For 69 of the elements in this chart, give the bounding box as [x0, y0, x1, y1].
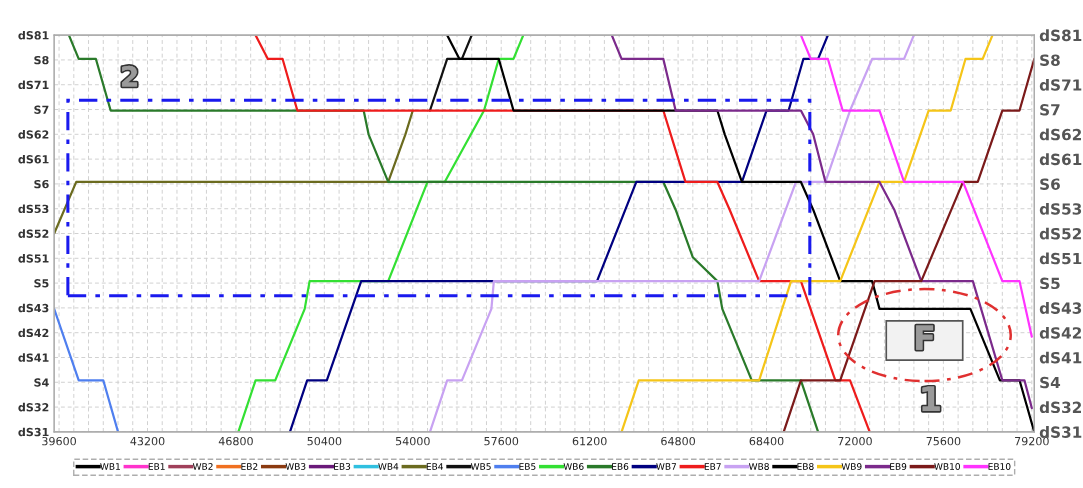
- x-tick-label: 64800: [661, 436, 696, 446]
- category-label: S8: [34, 55, 49, 65]
- category-label: S7: [34, 105, 49, 114]
- category-label: S6: [1040, 178, 1060, 190]
- category-label: dS31: [18, 427, 49, 437]
- legend-label: EB5: [519, 463, 536, 470]
- category-label: dS51: [18, 254, 49, 263]
- category-label: dS61: [18, 154, 49, 164]
- category-label: dS43: [1039, 302, 1082, 314]
- legend-label: EB7: [704, 463, 721, 470]
- x-tick-label: 68400: [749, 436, 784, 446]
- legend-label: WB2: [192, 463, 213, 470]
- annotation: 1: [922, 386, 940, 411]
- category-label: dS42: [1039, 326, 1081, 339]
- x-tick-label: 75600: [926, 436, 961, 446]
- category-label: S8: [1040, 54, 1060, 66]
- category-label: S4: [1040, 376, 1061, 389]
- annotation: F: [916, 325, 934, 350]
- x-tick-label: 39600: [42, 436, 76, 446]
- category-label: dS61: [1039, 153, 1082, 166]
- legend-label: WB4: [378, 463, 399, 470]
- legend-label: EB9: [890, 463, 907, 470]
- x-tick-label: 61200: [572, 436, 607, 446]
- category-label: dS53: [1039, 202, 1082, 215]
- x-tick-label: 43200: [130, 436, 165, 446]
- category-label: dS52: [1039, 227, 1081, 240]
- category-label: dS62: [1039, 128, 1081, 141]
- category-label: dS52: [18, 229, 49, 238]
- category-label: dS71: [1039, 78, 1082, 91]
- category-label: S7: [1040, 103, 1060, 116]
- category-label: dS81: [18, 30, 49, 40]
- legend-label: WB7: [656, 463, 677, 470]
- category-label: dS53: [18, 204, 49, 214]
- category-label: dS81: [1039, 29, 1082, 42]
- category-label: S5: [1040, 277, 1060, 290]
- category-label: S5: [34, 279, 49, 288]
- category-label: dS42: [18, 328, 49, 338]
- x-tick-label: 46800: [218, 436, 253, 446]
- legend-label: WB10: [934, 463, 960, 470]
- category-label: S6: [34, 179, 49, 189]
- legend-label: EB8: [797, 463, 814, 470]
- legend-label: EB6: [612, 463, 629, 470]
- category-label: S4: [34, 378, 49, 387]
- legend-label: EB4: [426, 463, 444, 470]
- x-tick-label: 54000: [395, 436, 430, 446]
- annotation: 2: [122, 65, 137, 87]
- legend-label: WB6: [563, 463, 584, 470]
- legend-label: EB2: [241, 463, 258, 470]
- x-tick-label: 72000: [838, 436, 872, 446]
- legend-label: WB5: [470, 463, 491, 470]
- category-label: dS32: [18, 402, 49, 412]
- legend-label: WB9: [841, 463, 862, 470]
- legend-label: EB3: [334, 463, 351, 470]
- x-tick-label: 50400: [307, 436, 342, 446]
- legend-label: WB1: [100, 463, 120, 470]
- legend-label: EB10: [988, 463, 1011, 470]
- legend-label: WB8: [748, 463, 769, 470]
- category-label: dS51: [1039, 252, 1082, 265]
- category-label: dS31: [1039, 426, 1082, 438]
- legend-label: EB1: [148, 463, 165, 470]
- category-label: dS41: [18, 353, 49, 362]
- x-tick-label: 79200: [1015, 436, 1049, 446]
- category-label: dS41: [1039, 351, 1082, 364]
- x-tick-label: 57600: [484, 436, 519, 446]
- legend-label: WB3: [285, 463, 306, 470]
- category-label: dS43: [18, 303, 49, 313]
- category-label: dS62: [18, 130, 49, 139]
- category-label: dS71: [18, 80, 49, 90]
- category-label: dS32: [1039, 401, 1081, 414]
